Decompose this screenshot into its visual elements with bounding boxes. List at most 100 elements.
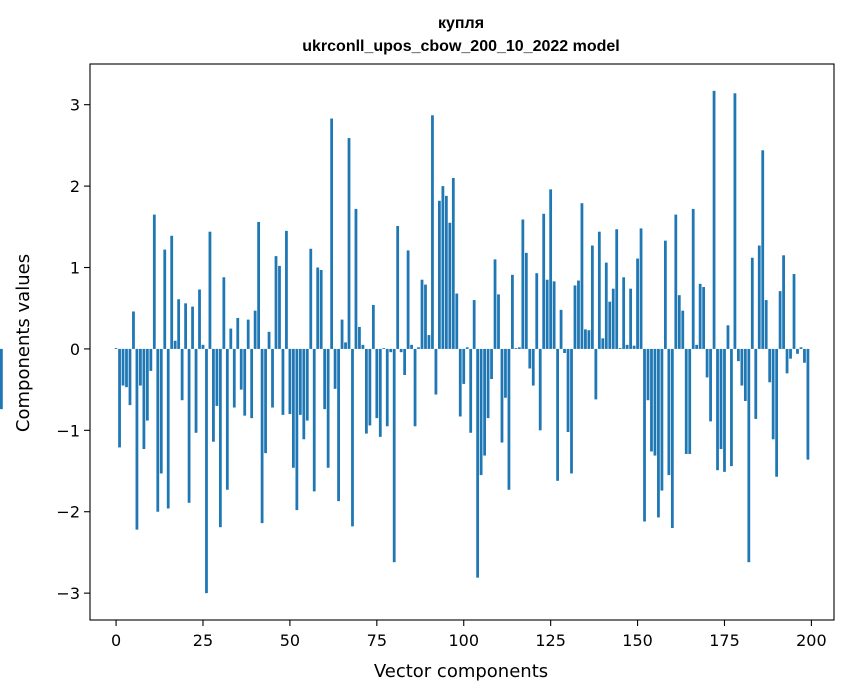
bar xyxy=(761,150,765,349)
bar xyxy=(438,200,441,349)
bar xyxy=(225,348,229,490)
x-tick-label: 0 xyxy=(111,631,121,650)
bar xyxy=(278,265,281,349)
bar xyxy=(173,340,177,349)
x-tick-label: 200 xyxy=(796,631,827,650)
bar xyxy=(215,348,219,406)
bar xyxy=(764,300,768,349)
bar xyxy=(698,283,702,349)
bar xyxy=(163,249,167,349)
bar xyxy=(504,348,507,398)
bar xyxy=(236,317,240,349)
bar xyxy=(396,226,400,349)
bar xyxy=(281,348,285,415)
bar xyxy=(500,348,504,443)
bar xyxy=(643,348,646,522)
bar xyxy=(618,348,622,349)
bar xyxy=(587,330,591,349)
bar xyxy=(771,348,775,440)
bar xyxy=(427,335,431,349)
bar xyxy=(511,274,514,349)
bar xyxy=(170,235,174,349)
bar xyxy=(274,256,278,349)
bar xyxy=(552,281,556,349)
x-tick-label: 100 xyxy=(448,631,479,650)
bar xyxy=(625,344,629,349)
bar xyxy=(239,348,243,390)
bar xyxy=(316,267,320,349)
bar xyxy=(285,230,288,349)
bar xyxy=(406,250,410,349)
bar xyxy=(208,231,212,349)
bar xyxy=(344,342,347,349)
bar xyxy=(705,348,709,378)
bar xyxy=(570,348,573,474)
bar xyxy=(128,348,132,406)
bar xyxy=(723,348,726,472)
bar xyxy=(566,348,570,432)
bar xyxy=(757,245,761,349)
bar xyxy=(180,348,184,401)
bar xyxy=(688,348,692,454)
x-axis-label: Vector components xyxy=(374,661,548,682)
bar xyxy=(309,248,313,349)
bar xyxy=(629,288,633,349)
bar xyxy=(451,177,455,349)
bar xyxy=(365,348,368,434)
bar xyxy=(417,347,420,349)
bar xyxy=(291,348,295,468)
bar xyxy=(670,348,674,529)
bar xyxy=(768,348,772,383)
bar xyxy=(257,221,261,349)
bar xyxy=(212,348,215,442)
bar xyxy=(716,348,719,471)
bar xyxy=(358,326,361,349)
bar xyxy=(121,348,125,386)
bar xyxy=(535,273,539,349)
bar xyxy=(125,348,128,388)
y-tick-label: −3 xyxy=(56,584,80,603)
bar xyxy=(413,348,417,427)
bar xyxy=(351,348,354,527)
bar xyxy=(646,348,650,401)
bar xyxy=(118,348,121,448)
bar xyxy=(378,348,382,437)
bar xyxy=(166,348,170,509)
bar xyxy=(431,115,434,349)
bar xyxy=(330,118,334,349)
bar xyxy=(337,348,340,502)
bar xyxy=(205,348,208,594)
bar xyxy=(187,348,191,503)
bar xyxy=(660,348,664,491)
bar xyxy=(340,319,344,349)
x-tick-label: 25 xyxy=(193,631,213,650)
bar xyxy=(361,344,365,349)
bar xyxy=(302,348,306,440)
bar xyxy=(702,287,706,349)
bar xyxy=(650,348,653,452)
bar xyxy=(198,289,201,349)
y-tick-label: 0 xyxy=(70,340,80,359)
y-tick-label: −1 xyxy=(56,421,80,440)
bar xyxy=(479,348,483,476)
bar xyxy=(483,348,486,456)
bar xyxy=(524,252,528,349)
bar xyxy=(260,348,264,524)
bar xyxy=(615,229,619,349)
bar xyxy=(145,348,149,421)
bar xyxy=(250,348,254,419)
bar xyxy=(737,348,740,362)
bar xyxy=(601,338,605,349)
bar xyxy=(545,279,549,349)
bar xyxy=(399,348,403,353)
bar xyxy=(549,189,553,349)
y-tick-label: −2 xyxy=(56,503,80,522)
bar xyxy=(531,348,535,386)
bar xyxy=(486,348,490,419)
bar xyxy=(152,214,156,349)
bar xyxy=(184,303,187,349)
x-tick-label: 50 xyxy=(280,631,300,650)
x-tick-label: 175 xyxy=(709,631,740,650)
bar xyxy=(782,255,785,349)
bar xyxy=(389,348,393,353)
